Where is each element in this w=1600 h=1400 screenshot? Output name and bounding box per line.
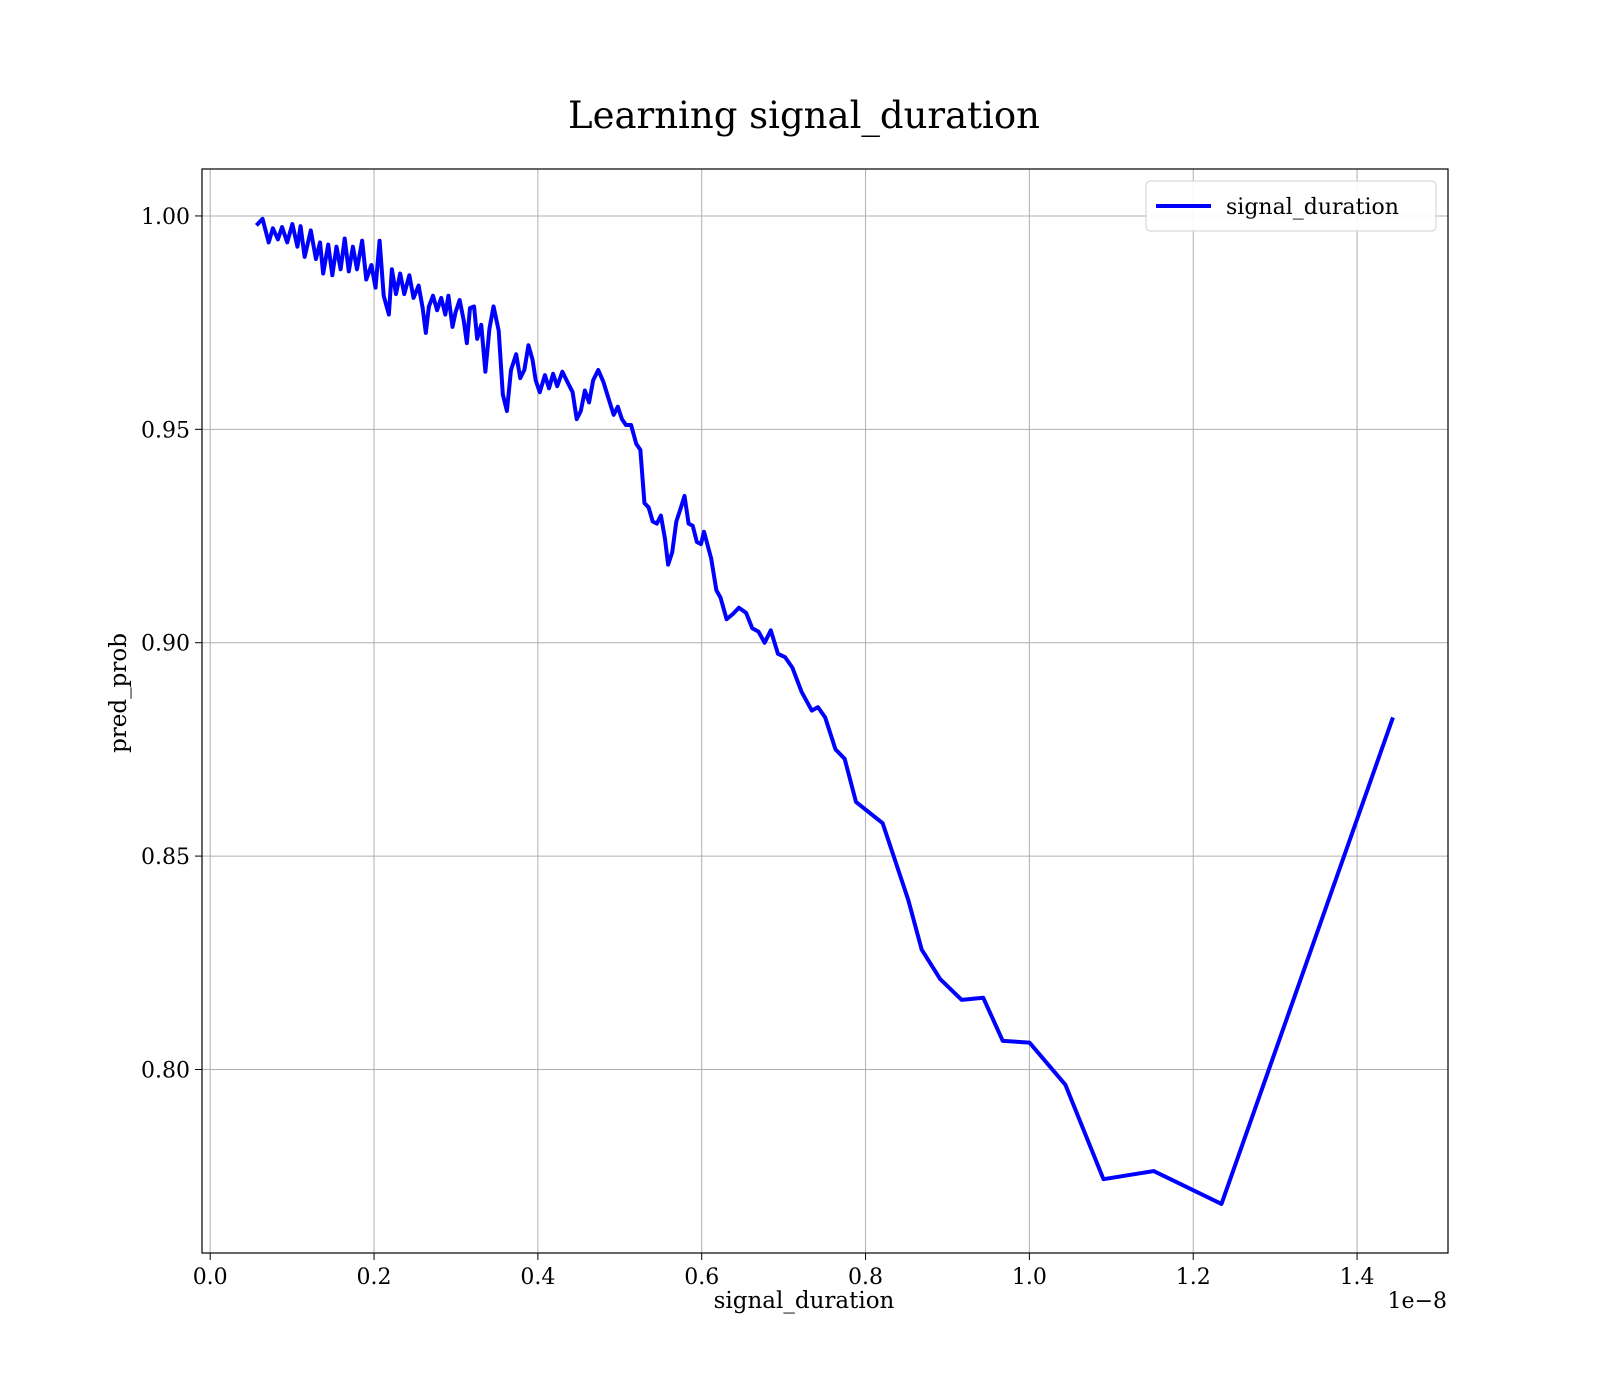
x-tick-label: 1.2 [1176,1265,1211,1290]
x-tick-label: 0.6 [684,1265,719,1290]
legend-label: signal_duration [1226,195,1399,220]
y-tick-label: 0.95 [141,418,190,443]
legend: signal_duration [1145,180,1437,232]
plot-frame [201,168,1449,1254]
x-tick-label: 0.2 [357,1265,392,1290]
x-tick-label: 0.4 [520,1265,555,1290]
data-line [254,216,1395,1206]
y-axis-label: pred_prob [106,633,132,753]
x-tick-label: 1.0 [1012,1265,1047,1290]
x-tick-label: 1.4 [1340,1265,1375,1290]
y-tick-label: 1.00 [141,205,190,230]
y-tick-label: 0.90 [141,632,190,657]
x-offset-label: 1e−8 [1388,1289,1447,1314]
legend-box [1145,180,1437,232]
x-axis-label: signal_duration [714,1288,895,1314]
chart-title: Learning signal_duration [568,94,1040,138]
x-tick-label: 0.0 [193,1265,228,1290]
y-tick-label: 0.80 [141,1058,190,1083]
y-tick-label: 0.85 [141,845,190,870]
x-tick-label: 0.8 [848,1265,883,1290]
